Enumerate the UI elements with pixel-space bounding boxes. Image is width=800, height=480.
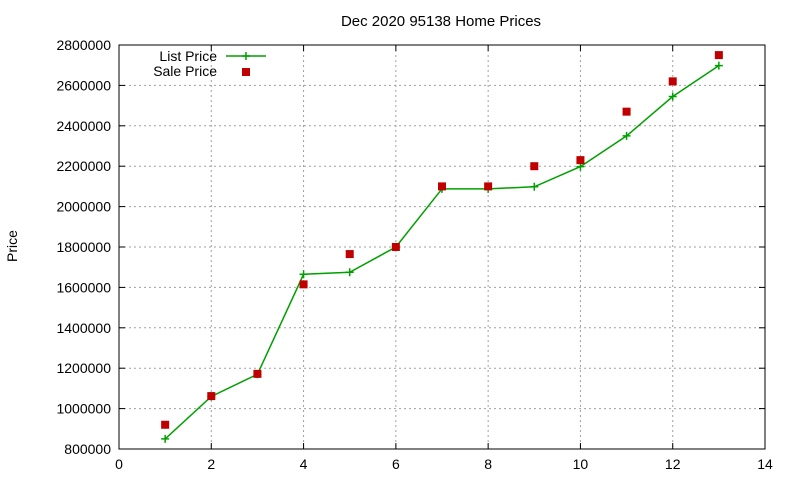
sale-price-point — [207, 392, 216, 401]
y-tick-label: 1400000 — [56, 320, 111, 336]
sale-price-point — [161, 420, 170, 429]
y-axis-label: Price — [4, 230, 20, 262]
list-price-point — [622, 131, 631, 140]
sale-price-point — [576, 156, 585, 165]
sale-price-point — [438, 182, 446, 191]
y-tick-label: 1000000 — [56, 401, 111, 417]
list-price-line — [164, 64, 720, 440]
ticks-layer: 0 2 4 6 8 10 12 14 800000 1000000 1200000 1400000 16… — [56, 37, 773, 472]
x-tick-label: 4 — [300, 456, 308, 472]
sale-price-point — [391, 243, 400, 251]
y-tick-label: 2800000 — [56, 37, 111, 53]
y-tick-label: 2600000 — [56, 77, 111, 93]
y-tick-label: 1600000 — [56, 279, 111, 295]
x-tick-label: 0 — [115, 456, 123, 472]
list-price-point — [345, 268, 354, 277]
legend-marker-sale-price — [242, 68, 250, 76]
x-tick-label: 6 — [392, 456, 400, 472]
series-layer — [161, 51, 723, 443]
x-tick-label: 10 — [573, 456, 589, 472]
sale-price-point — [530, 162, 539, 171]
legend-label-list-price: List Price — [159, 48, 217, 64]
sale-price-point — [345, 250, 354, 259]
list-price-point — [299, 270, 308, 279]
sale-price-point — [668, 77, 677, 86]
x-tick-label: 12 — [665, 456, 681, 472]
sale-price-point — [484, 182, 493, 191]
x-tick-label: 8 — [484, 456, 492, 472]
sale-price-point — [714, 51, 723, 60]
list-price-point — [714, 61, 723, 70]
legend-label-sale-price: Sale Price — [153, 63, 217, 79]
y-tick-label: 1800000 — [56, 239, 111, 255]
sale-price-point — [253, 369, 262, 378]
legend-marker-list-price — [242, 52, 250, 60]
y-tick-label: 2000000 — [56, 199, 111, 215]
list-price-point — [668, 92, 677, 101]
x-tick-label: 14 — [757, 456, 773, 472]
grid-layer — [119, 45, 765, 449]
x-tick-label: 2 — [207, 456, 215, 472]
y-tick-label: 1200000 — [56, 360, 111, 376]
sale-price-point — [622, 107, 631, 116]
sale-price-point — [299, 280, 308, 289]
list-price-point — [530, 182, 539, 191]
y-tick-label: 2200000 — [56, 158, 111, 174]
y-tick-label: 2400000 — [56, 118, 111, 134]
y-tick-label: 800000 — [64, 441, 111, 457]
chart-title: Dec 2020 95138 Home Prices — [341, 13, 541, 30]
list-price-point — [161, 434, 170, 443]
